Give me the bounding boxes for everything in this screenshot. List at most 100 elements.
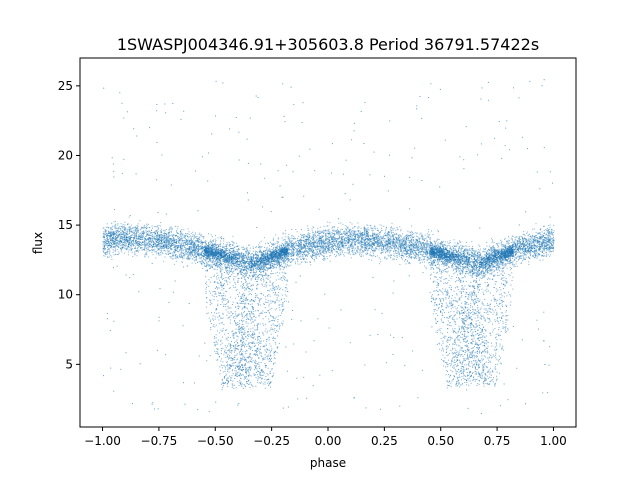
data-point xyxy=(138,251,139,253)
data-point xyxy=(311,251,313,253)
data-point xyxy=(465,266,466,267)
data-point xyxy=(260,274,262,275)
data-point xyxy=(209,256,211,258)
data-point xyxy=(188,234,190,235)
data-point xyxy=(131,234,133,236)
data-point xyxy=(549,246,550,248)
data-point xyxy=(363,234,365,236)
data-point xyxy=(152,254,154,255)
data-point xyxy=(115,223,117,225)
data-point xyxy=(261,278,262,279)
data-point xyxy=(504,244,506,246)
data-point xyxy=(349,248,351,250)
data-point xyxy=(486,266,488,268)
data-point xyxy=(393,258,395,260)
data-point xyxy=(333,237,334,239)
data-point xyxy=(284,242,286,244)
data-point xyxy=(460,244,462,246)
data-point xyxy=(170,226,172,228)
data-point xyxy=(274,260,276,261)
data-point xyxy=(524,248,526,250)
data-point xyxy=(104,229,106,231)
data-point xyxy=(102,233,104,235)
data-point xyxy=(212,260,214,262)
data-point xyxy=(191,254,193,256)
data-point xyxy=(467,265,469,266)
data-point xyxy=(201,253,203,255)
data-point xyxy=(242,263,244,265)
data-point xyxy=(244,253,246,255)
data-point xyxy=(228,264,230,266)
data-point xyxy=(303,246,305,248)
data-point xyxy=(108,238,109,240)
data-point xyxy=(385,247,387,249)
data-point xyxy=(227,260,229,262)
data-point xyxy=(455,262,457,264)
data-point xyxy=(333,236,335,237)
data-point xyxy=(178,251,180,253)
data-point xyxy=(372,247,374,249)
data-point xyxy=(430,240,432,242)
data-point xyxy=(107,232,109,234)
data-point xyxy=(385,251,387,253)
data-point xyxy=(166,244,168,246)
data-point xyxy=(255,255,257,257)
data-point xyxy=(353,230,355,232)
data-point xyxy=(541,255,543,257)
data-point xyxy=(488,250,490,251)
data-point xyxy=(490,267,492,268)
data-point xyxy=(467,273,469,275)
data-point xyxy=(231,265,232,267)
data-point xyxy=(169,227,171,229)
data-point xyxy=(483,271,484,273)
data-point xyxy=(195,236,197,238)
data-point xyxy=(217,265,219,267)
data-point xyxy=(413,246,415,248)
data-point xyxy=(247,252,249,254)
data-point xyxy=(553,242,555,244)
data-point xyxy=(465,248,467,250)
data-point xyxy=(218,245,220,247)
data-point xyxy=(280,245,282,246)
data-point xyxy=(453,257,455,259)
data-point xyxy=(228,253,230,255)
data-point xyxy=(303,257,305,259)
data-point xyxy=(153,226,155,228)
data-point xyxy=(316,253,318,255)
data-point xyxy=(276,246,277,248)
data-point xyxy=(479,259,481,261)
data-point xyxy=(222,263,224,265)
data-point xyxy=(243,248,245,250)
data-point xyxy=(296,241,298,243)
data-point xyxy=(404,236,406,238)
data-point xyxy=(117,227,119,228)
data-point xyxy=(289,249,291,251)
data-point xyxy=(250,269,252,271)
data-point xyxy=(315,231,317,233)
data-point xyxy=(497,243,498,245)
data-point xyxy=(495,253,497,255)
data-point xyxy=(321,231,323,233)
data-point xyxy=(235,246,237,248)
data-point xyxy=(111,228,113,230)
data-point xyxy=(488,252,490,254)
data-point xyxy=(186,250,188,252)
data-point xyxy=(174,239,176,241)
data-point xyxy=(152,227,153,229)
data-point xyxy=(232,235,234,237)
data-point xyxy=(548,242,550,243)
data-point xyxy=(366,237,368,239)
data-point xyxy=(238,249,240,250)
data-point xyxy=(107,237,108,239)
data-point xyxy=(392,236,394,237)
data-point xyxy=(514,238,516,240)
data-point xyxy=(406,234,408,236)
data-point xyxy=(114,243,115,245)
data-point xyxy=(453,260,455,262)
data-point xyxy=(459,254,461,256)
data-point xyxy=(104,248,106,250)
data-point xyxy=(130,248,132,250)
data-point xyxy=(329,222,331,224)
data-point xyxy=(163,247,165,249)
data-point xyxy=(489,270,491,272)
